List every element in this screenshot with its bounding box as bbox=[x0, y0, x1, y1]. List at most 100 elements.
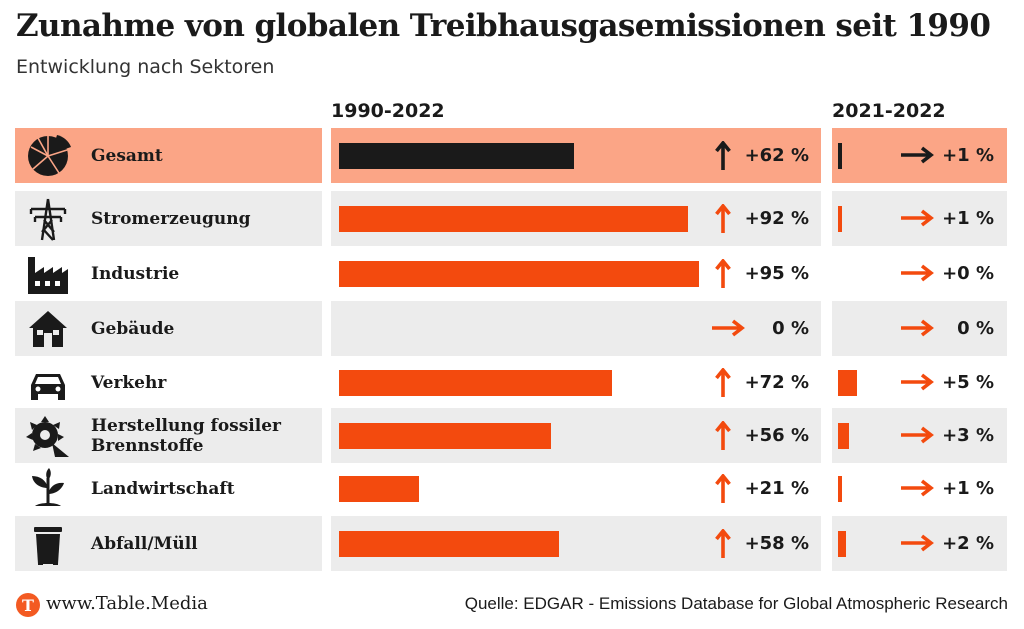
sector-label-cell: Gebäude bbox=[15, 301, 322, 356]
recent-change-cell: +3 % bbox=[832, 408, 1007, 463]
car-icon bbox=[25, 360, 71, 406]
sector-label: Landwirtschaft bbox=[91, 478, 235, 499]
main-change-cell: +56 % bbox=[331, 408, 821, 463]
sector-label-cell: Stromerzeugung bbox=[15, 191, 322, 246]
arrow-right-icon bbox=[900, 146, 934, 169]
arrow-up-icon bbox=[715, 528, 731, 564]
value-label-2021-2022: +5 % bbox=[942, 372, 994, 393]
bar-1990-2022 bbox=[339, 531, 559, 557]
bar-2021-2022 bbox=[838, 423, 849, 449]
value-label-1990-2022: +56 % bbox=[744, 425, 809, 446]
recent-change-cell: +1 % bbox=[832, 191, 1007, 246]
arrow-up-icon bbox=[715, 203, 731, 239]
sector-row: Industrie +95 % +0 % bbox=[0, 246, 1024, 301]
arrow-up-icon bbox=[715, 473, 731, 509]
main-change-cell: +58 % bbox=[331, 516, 821, 571]
bar-2021-2022 bbox=[838, 476, 842, 502]
sector-label-cell: Gesamt bbox=[15, 128, 322, 183]
sector-row: Verkehr +72 % +5 % bbox=[0, 355, 1024, 410]
bar-1990-2022 bbox=[339, 476, 419, 502]
value-label-2021-2022: +3 % bbox=[942, 425, 994, 446]
sector-row: Gebäude 0 % 0 % bbox=[0, 301, 1024, 356]
arrow-right-icon bbox=[900, 479, 934, 502]
bar-2021-2022 bbox=[838, 370, 857, 396]
arrow-up-icon bbox=[715, 367, 731, 403]
footer-source: Quelle: EDGAR - Emissions Database for G… bbox=[464, 594, 1008, 613]
main-change-cell: +62 % bbox=[331, 128, 821, 183]
value-label-2021-2022: +1 % bbox=[942, 478, 994, 499]
arrow-up-icon bbox=[715, 420, 731, 456]
arrow-up-icon bbox=[715, 140, 731, 176]
value-label-1990-2022: +95 % bbox=[744, 263, 809, 284]
recent-change-cell: +0 % bbox=[832, 246, 1007, 301]
plant-icon bbox=[25, 466, 71, 512]
bar-1990-2022 bbox=[339, 370, 612, 396]
main-change-cell: +72 % bbox=[331, 355, 821, 410]
bar-1990-2022 bbox=[339, 261, 699, 287]
trash-bin-icon bbox=[25, 521, 71, 567]
value-label-2021-2022: +1 % bbox=[942, 145, 994, 166]
table-media-logo: T bbox=[16, 593, 40, 617]
recent-change-cell: 0 % bbox=[832, 301, 1007, 356]
value-label-1990-2022: +92 % bbox=[744, 208, 809, 229]
recent-change-cell: +2 % bbox=[832, 516, 1007, 571]
arrow-right-icon bbox=[900, 534, 934, 557]
sector-label: Industrie bbox=[91, 263, 180, 284]
house-icon bbox=[25, 306, 71, 352]
arrow-right-icon bbox=[900, 373, 934, 396]
sector-row: Gesamt +62 % +1 % bbox=[0, 128, 1024, 183]
sector-label: Herstellung fossiler Brennstoffe bbox=[91, 415, 281, 456]
factory-icon bbox=[25, 251, 71, 297]
recent-change-cell: +5 % bbox=[832, 355, 1007, 410]
sector-row: Landwirtschaft +21 % +1 % bbox=[0, 461, 1024, 516]
sector-row: Herstellung fossiler Brennstoffe +56 % +3 … bbox=[0, 408, 1024, 463]
arrow-right-icon bbox=[900, 264, 934, 287]
bar-2021-2022 bbox=[838, 143, 842, 169]
main-change-cell: +21 % bbox=[331, 461, 821, 516]
sector-label: Verkehr bbox=[91, 372, 167, 393]
arrow-up-icon bbox=[715, 258, 731, 294]
arrow-right-icon bbox=[900, 319, 934, 342]
footer-site-link[interactable]: www.Table.Media bbox=[46, 593, 208, 614]
arrow-right-icon bbox=[711, 319, 745, 342]
value-label-1990-2022: +62 % bbox=[744, 145, 809, 166]
chart-subtitle: Entwicklung nach Sektoren bbox=[16, 56, 275, 78]
sector-label: Stromerzeugung bbox=[91, 208, 251, 229]
main-change-cell: 0 % bbox=[331, 301, 821, 356]
recent-change-cell: +1 % bbox=[832, 128, 1007, 183]
main-change-cell: +92 % bbox=[331, 191, 821, 246]
value-label-1990-2022: +21 % bbox=[744, 478, 809, 499]
sector-label-cell: Industrie bbox=[15, 246, 322, 301]
arrow-right-icon bbox=[900, 426, 934, 449]
sector-row: Abfall/Müll +58 % +2 % bbox=[0, 516, 1024, 571]
sector-label-cell: Abfall/Müll bbox=[15, 516, 322, 571]
value-label-2021-2022: +0 % bbox=[942, 263, 994, 284]
excavator-wheel-icon bbox=[25, 413, 71, 459]
bar-1990-2022 bbox=[339, 423, 551, 449]
sector-row: Stromerzeugung +92 % +1 % bbox=[0, 191, 1024, 246]
value-label-1990-2022: +58 % bbox=[744, 533, 809, 554]
sector-label: Gebäude bbox=[91, 318, 175, 339]
sector-label-cell: Herstellung fossiler Brennstoffe bbox=[15, 408, 322, 463]
value-label-2021-2022: 0 % bbox=[957, 318, 994, 339]
sector-label-cell: Verkehr bbox=[15, 355, 322, 410]
sector-label-cell: Landwirtschaft bbox=[15, 461, 322, 516]
pie-chart-icon bbox=[25, 133, 71, 179]
main-change-cell: +95 % bbox=[331, 246, 821, 301]
value-label-1990-2022: 0 % bbox=[772, 318, 809, 339]
value-label-2021-2022: +2 % bbox=[942, 533, 994, 554]
column-header-1990-2022: 1990-2022 bbox=[331, 100, 445, 122]
value-label-2021-2022: +1 % bbox=[942, 208, 994, 229]
bar-2021-2022 bbox=[838, 206, 842, 232]
value-label-1990-2022: +72 % bbox=[744, 372, 809, 393]
sector-label: Gesamt bbox=[91, 145, 163, 166]
power-pylon-icon bbox=[25, 196, 71, 242]
sector-label: Abfall/Müll bbox=[91, 533, 198, 554]
bar-1990-2022 bbox=[339, 143, 574, 169]
column-header-2021-2022: 2021-2022 bbox=[832, 100, 946, 122]
recent-change-cell: +1 % bbox=[832, 461, 1007, 516]
arrow-right-icon bbox=[900, 209, 934, 232]
bar-1990-2022 bbox=[339, 206, 688, 232]
chart-title: Zunahme von globalen Treibhausgasemissio… bbox=[16, 8, 991, 44]
bar-2021-2022 bbox=[838, 531, 846, 557]
